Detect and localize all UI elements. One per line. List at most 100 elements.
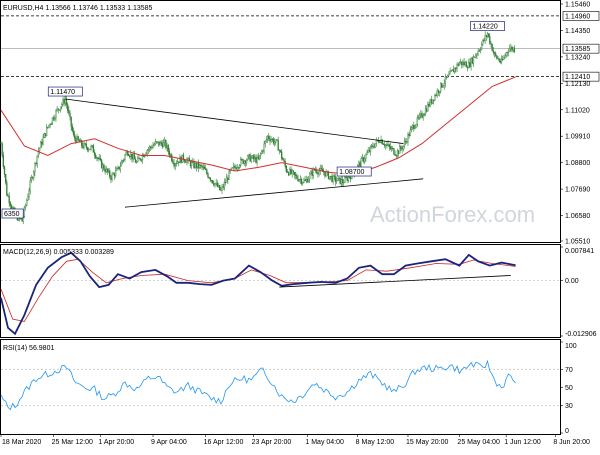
candle-body [165,140,167,149]
x-tick-label: 1 Jun 12:00 [504,439,541,446]
candle-body [215,182,217,184]
rsi-y-tick-label: 30 [565,403,573,410]
annotation-label: 6350 [4,211,20,218]
macd-panel-frame [0,244,561,338]
candle-body [160,141,162,144]
candle-body [69,112,71,118]
candle-body [338,177,340,179]
candle-body [496,55,498,59]
candle-body [492,50,494,53]
candle-body [151,147,153,149]
candle-body [30,177,33,181]
candle-body [51,117,54,124]
candle-body [295,174,297,176]
candle-body [324,172,326,177]
candle-body [145,153,147,155]
candle-body [131,153,133,160]
candle-body [399,146,401,154]
candle-body [180,156,182,163]
candle-body [98,157,100,160]
rsi-layer [0,359,560,411]
candle-body [414,127,416,130]
candle-body [489,36,491,44]
candle-body [272,138,275,144]
candle-body [304,179,306,181]
candle-body [10,205,13,209]
candle-body [162,141,165,148]
candle-body [55,110,57,119]
candle-body [9,202,12,206]
candle-body [102,164,104,169]
candle-body [83,143,85,149]
candle-body [166,145,168,149]
candle-body [430,99,433,104]
candle-body [298,179,300,182]
candle-body [203,166,206,170]
candle-body [242,159,244,164]
candle-body [389,146,392,150]
candle-body [401,148,403,150]
candle-body [205,168,207,171]
candle-body [512,47,514,51]
x-tick-label: 8 May 12:00 [356,439,395,446]
candle-body [64,98,66,104]
candle-body [400,146,402,149]
candle-body [126,151,128,155]
rsi-panel-title: RSI(14) 56.9801 [3,345,54,352]
candle-body [110,176,112,180]
candle-body [13,207,15,209]
candle-body [300,179,303,184]
candle-body [306,179,309,183]
candle-body [222,186,224,188]
candle-body [23,206,26,217]
candle-body [509,48,511,52]
candle-body [159,141,161,146]
candle-body [390,147,393,150]
candle-body [325,171,327,177]
candle-body [441,82,443,88]
candle-body [369,146,372,152]
candle-body [252,155,255,160]
candle-body [296,175,298,179]
candle-body [63,99,65,104]
candle-body [316,170,318,174]
candle-body [478,50,480,52]
candle-body [226,177,228,183]
candle-body [148,146,151,150]
candle-body [285,165,287,172]
candle-body [207,173,209,178]
candle-body [463,61,465,65]
candle-body [293,171,296,175]
candle-body [146,150,148,154]
candle-body [179,156,181,164]
candle-body [40,141,42,149]
candle-body [458,62,461,66]
candle-body [314,169,317,171]
candle-body [443,83,445,87]
candle-body [157,141,159,143]
macd-y-tick-label: 0.007841 [565,248,594,255]
candle-body [438,90,441,93]
candle-body [419,114,421,118]
candle-body [440,82,442,92]
candle-body [21,218,23,222]
candle-body [464,62,466,65]
x-tick-label: 18 Mar 2020 [2,439,41,446]
candle-body [497,58,499,60]
candle-body [237,167,240,169]
candle-body [395,155,397,157]
candle-body [468,62,470,69]
candle-body [345,176,347,178]
candle-body [244,160,247,164]
candle-body [333,175,335,177]
candle-body [43,133,45,138]
candle-body [305,179,307,181]
candle-body [387,144,389,146]
rsi-panel-frame [0,339,561,435]
candle-body [38,147,41,152]
candle-body [499,60,502,63]
candle-body [233,165,235,168]
candle-body [484,35,486,41]
candle-body [255,157,257,163]
candle-body [70,116,72,127]
